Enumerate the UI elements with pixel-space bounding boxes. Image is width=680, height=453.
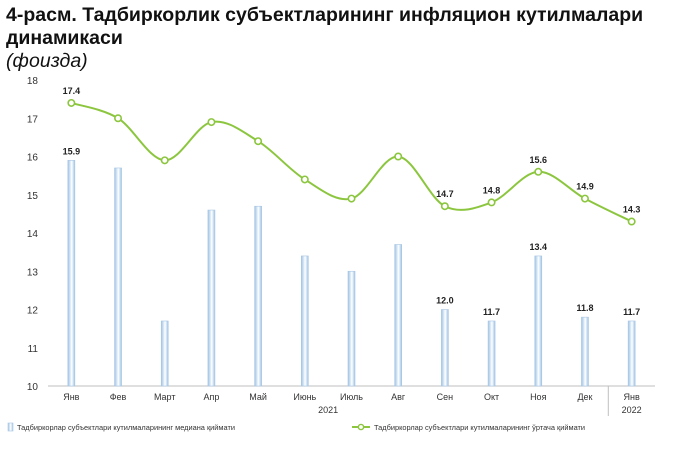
x-tick-label: Янв: [63, 392, 79, 402]
line-point: [67, 98, 76, 107]
bar-data-label: 11.7: [483, 307, 500, 317]
y-tick-label: 12: [27, 306, 39, 317]
x-tick-label: Март: [154, 392, 176, 402]
line-point: [487, 198, 496, 207]
bar: [347, 270, 356, 387]
legend-line-marker: [357, 423, 365, 431]
line-point: [580, 194, 589, 203]
x-tick-label: Ноя: [530, 392, 547, 402]
bar-data-label: 11.7: [623, 307, 640, 317]
line-point: [254, 137, 263, 146]
bar: [534, 255, 543, 387]
x-tick-label: Апр: [203, 392, 219, 402]
line-point: [114, 114, 123, 123]
bar: [160, 320, 169, 387]
bar: [441, 309, 449, 387]
y-tick-label: 14: [27, 229, 39, 240]
bar: [394, 244, 402, 387]
legend-bar-swatch: [7, 422, 14, 432]
line-point: [300, 175, 309, 184]
y-tick-label: 10: [27, 382, 39, 393]
line-point: [207, 118, 216, 127]
bar: [207, 209, 216, 387]
x-tick-label: Янв: [624, 392, 640, 402]
line-data-label: 14.8: [483, 185, 501, 195]
bar: [67, 160, 76, 387]
chart-subtitle: (фоизда): [6, 50, 88, 72]
y-tick-label: 17: [27, 114, 39, 125]
x-tick-label: Май: [249, 392, 267, 402]
line-data-label: 14.7: [436, 189, 454, 199]
bar: [254, 205, 262, 387]
x-tick-label: Июнь: [293, 392, 316, 402]
line-point: [440, 202, 449, 211]
line-point: [534, 167, 543, 176]
line-point: [394, 152, 403, 161]
bar-data-label: 13.4: [530, 242, 548, 252]
legend-line-label: Тадбиркорлар субъектлари кутилмаларининг…: [374, 423, 585, 432]
bar: [487, 320, 496, 387]
bar: [581, 316, 589, 387]
line-point: [160, 156, 169, 165]
legend-bar-label: Тадбиркорлар субъектлари кутилмаларининг…: [17, 423, 235, 432]
x-tick-label: Дек: [577, 392, 592, 402]
bar: [627, 320, 636, 387]
year-group-label: 2021: [318, 405, 338, 415]
chart-title: 4-расм. Тадбиркорлик субъектларининг инф…: [6, 4, 674, 73]
x-tick-label: Фев: [110, 392, 127, 402]
line-point: [347, 194, 356, 203]
x-tick-label: Авг: [391, 392, 406, 402]
line-point: [627, 217, 636, 226]
line-data-label: 17.4: [63, 86, 81, 96]
x-tick-label: Окт: [484, 392, 499, 402]
y-tick-label: 13: [27, 267, 39, 278]
line-data-label: 15.6: [530, 155, 548, 165]
bar-data-label: 12.0: [436, 296, 454, 306]
y-tick-label: 16: [27, 153, 39, 164]
line-series-path: [71, 101, 633, 223]
bar-data-label: 15.9: [63, 146, 81, 156]
y-tick-label: 18: [27, 76, 39, 87]
y-tick-label: 15: [27, 191, 39, 202]
x-tick-label: Сен: [437, 392, 454, 402]
bar: [114, 167, 122, 387]
year-group-label: 2022: [622, 405, 642, 415]
bar: [301, 255, 309, 387]
x-tick-label: Июль: [340, 392, 363, 402]
title-main: 4-расм. Тадбиркорлик субъектларининг инф…: [6, 4, 644, 49]
y-tick-label: 11: [28, 344, 39, 355]
bar-data-label: 11.8: [576, 303, 593, 313]
line-data-label: 14.3: [623, 205, 641, 215]
line-data-label: 14.9: [576, 182, 594, 192]
